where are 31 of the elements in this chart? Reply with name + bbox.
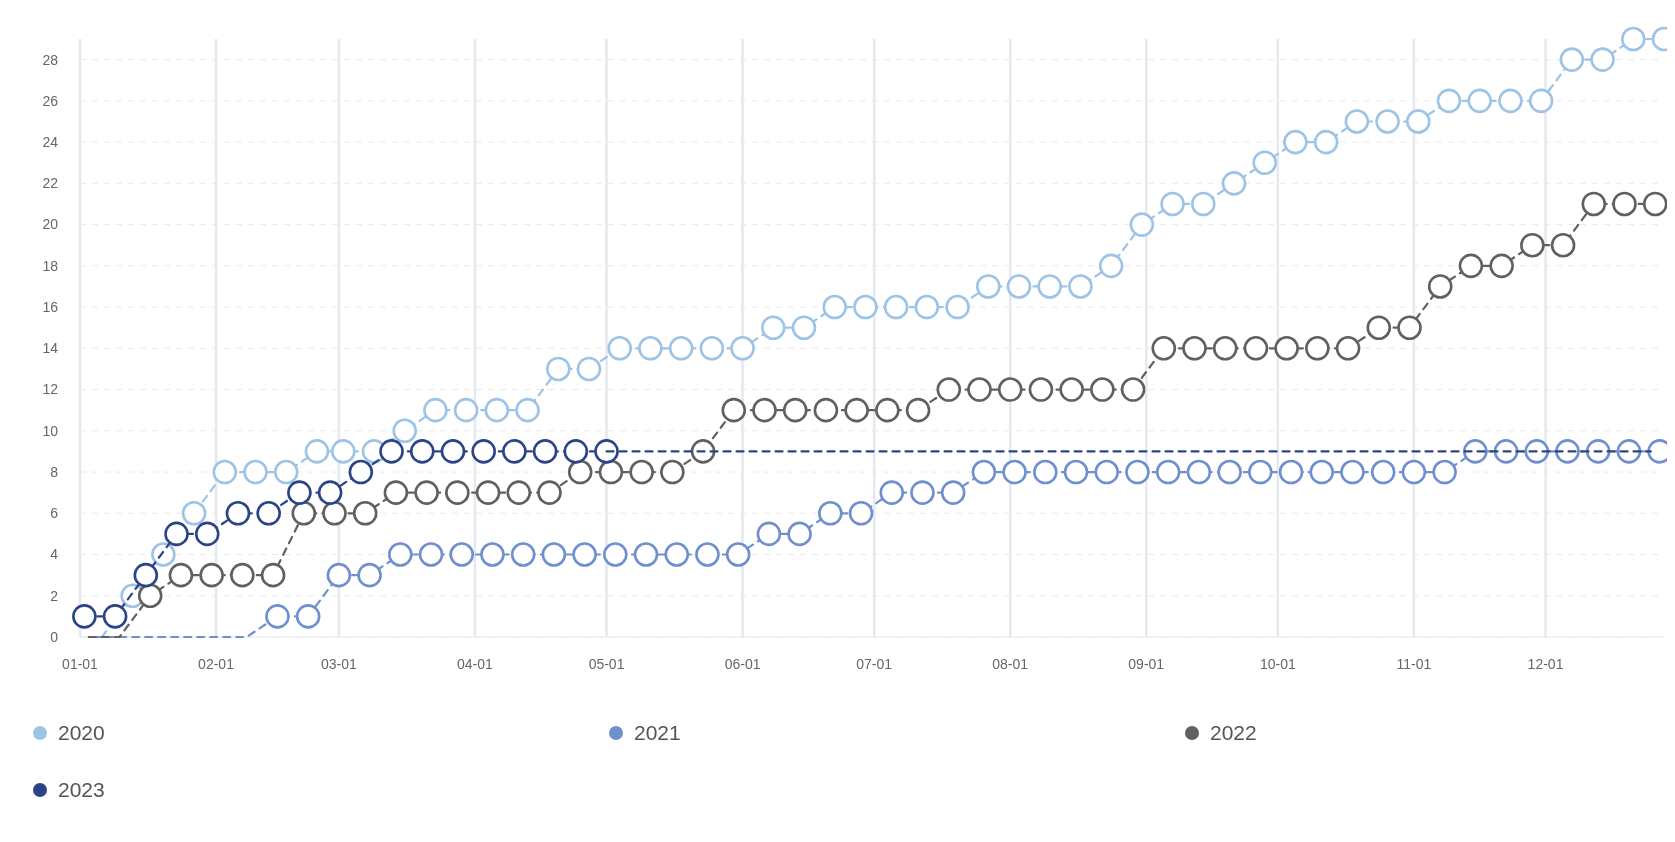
y-tick-label: 20: [42, 216, 59, 233]
x-tick-label: 08-01: [992, 656, 1029, 672]
legend-label: 2022: [1210, 721, 1257, 745]
x-tick-label: 03-01: [320, 656, 357, 672]
x-tick-label: 09-01: [1128, 656, 1165, 672]
y-tick-label: 22: [42, 175, 59, 192]
x-tick-label: 02-01: [198, 656, 235, 672]
x-tick-label: 11-01: [1396, 656, 1432, 672]
y-tick-label: 6: [50, 505, 59, 522]
x-tick-label: 05-01: [588, 656, 625, 672]
legend-label: 2020: [58, 721, 105, 745]
y-tick-label: 14: [42, 340, 59, 357]
y-tick-label: 4: [50, 546, 59, 563]
y-tick-label: 2: [50, 587, 59, 604]
y-tick-label: 28: [42, 51, 59, 68]
x-tick-label: 01-01: [62, 656, 99, 672]
y-tick-label: 16: [42, 298, 59, 315]
y-tick-label: 18: [42, 257, 59, 274]
y-tick-label: 0: [50, 628, 59, 645]
y-tick-label: 10: [42, 422, 59, 439]
y-tick-label: 26: [42, 92, 59, 109]
y-tick-label: 24: [42, 134, 59, 150]
legend-label: 2021: [634, 721, 681, 745]
x-tick-label: 10-01: [1259, 656, 1296, 672]
y-tick-label: 8: [50, 463, 59, 480]
x-tick-label: 12-01: [1527, 656, 1564, 672]
x-tick-label: 04-01: [457, 656, 494, 672]
legend-label: 2023: [58, 778, 105, 802]
x-tick-label: 07-01: [856, 656, 893, 672]
x-tick-label: 06-01: [724, 656, 761, 672]
y-tick-label: 12: [42, 381, 59, 398]
